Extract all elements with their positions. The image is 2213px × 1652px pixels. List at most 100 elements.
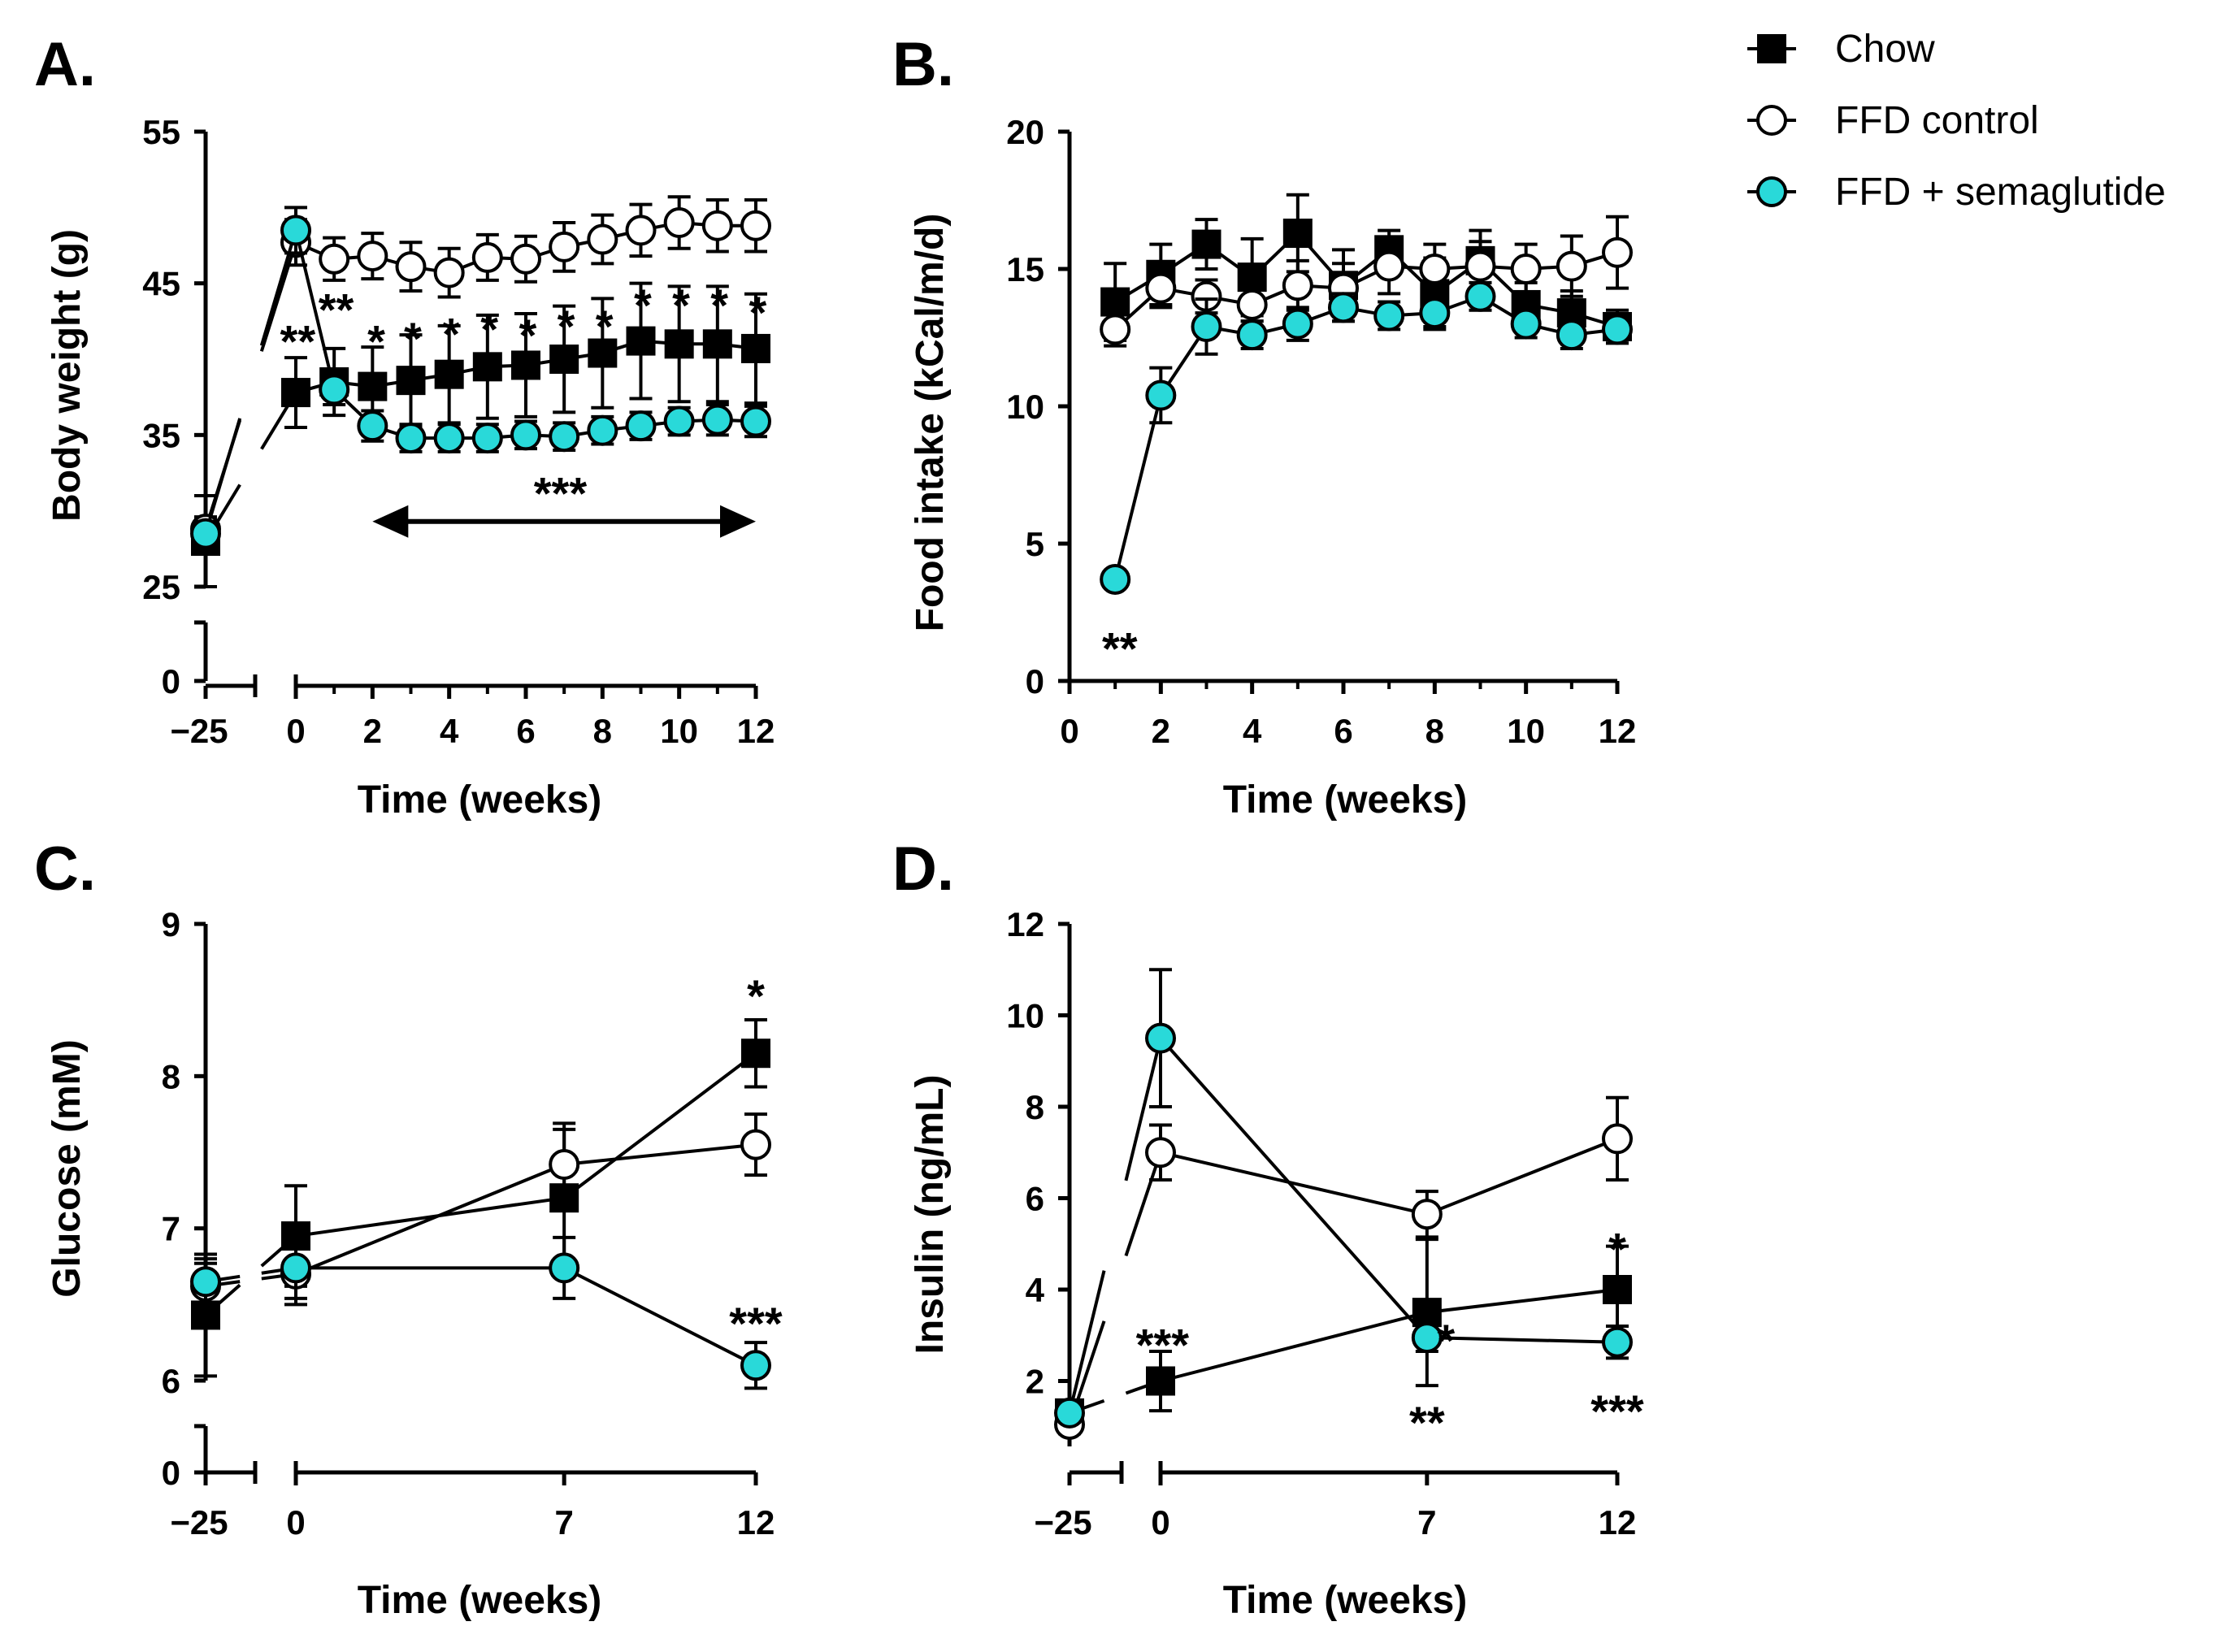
data-point: [588, 338, 618, 368]
double-arrow-head-right: [720, 505, 756, 538]
data-point: [1236, 319, 1268, 351]
series-ffd-semaglutide: [1054, 968, 1633, 1429]
data-point: [396, 366, 426, 396]
data-point: [1556, 319, 1587, 351]
data-point: [1464, 280, 1496, 312]
data-point: [1419, 254, 1451, 284]
x-tick-label: 4: [1243, 712, 1262, 750]
x-tick-label: 2: [1152, 712, 1170, 750]
data-point: [663, 207, 695, 238]
y-tick-label: 0: [162, 1454, 180, 1492]
x-tick-label: 6: [516, 712, 535, 750]
data-point: [395, 423, 427, 454]
significance-label: *: [480, 304, 498, 355]
x-tick-label: 8: [593, 712, 612, 750]
significance-label: ***: [1136, 1320, 1190, 1371]
significance-label: *: [367, 316, 385, 367]
data-point: [1412, 1298, 1442, 1328]
significance-label: *: [747, 970, 765, 1021]
data-point: [741, 333, 770, 363]
y-tick-label: 8: [1026, 1088, 1044, 1126]
significance-label: *: [710, 280, 728, 331]
significance-label: *: [558, 301, 575, 352]
x-tick-label: 8: [1425, 712, 1444, 750]
series-ffd-control: [1100, 215, 1633, 348]
data-point: [280, 1252, 311, 1284]
data-point: [549, 345, 579, 374]
data-point: [395, 251, 427, 283]
data-point: [549, 421, 580, 453]
data-point: [701, 210, 733, 241]
y-tick-label: 0: [1026, 662, 1044, 700]
y-tick-label: 8: [162, 1057, 180, 1095]
x-axis-label: Time (weeks): [358, 778, 602, 822]
significance-label: **: [280, 316, 316, 367]
y-tick-label: 35: [142, 416, 180, 454]
legend-label: Chow: [1835, 28, 1935, 71]
significance-label: *: [1437, 1315, 1455, 1366]
x-tick-label: −25: [1034, 1503, 1091, 1541]
data-point: [549, 1252, 580, 1284]
legend-marker: [1757, 34, 1786, 63]
data-point: [1419, 297, 1451, 329]
data-point: [1411, 1322, 1443, 1354]
data-point: [357, 410, 388, 442]
series-line: [295, 1051, 757, 1238]
y-axis-label: Insulin (ng/mL): [909, 1075, 952, 1355]
data-point: [549, 1148, 580, 1180]
data-point: [472, 352, 502, 382]
data-point: [471, 423, 503, 454]
data-point: [626, 326, 656, 356]
significance-label: ***: [534, 467, 588, 518]
data-point: [1054, 1397, 1085, 1429]
data-point: [625, 215, 657, 246]
data-point: [1411, 1199, 1443, 1230]
x-axis-label: Time (weeks): [1223, 778, 1468, 822]
y-tick-label: 4: [1026, 1271, 1045, 1309]
data-point: [1100, 314, 1131, 345]
data-point: [1602, 1326, 1633, 1358]
legend: Chow FFD control FFD + semaglutide: [1747, 28, 2166, 214]
series-ffd-semaglutide: [190, 206, 771, 549]
legend-label: FFD control: [1835, 99, 2039, 142]
x-tick-label: −25: [170, 1503, 228, 1541]
legend-marker: [1756, 105, 1787, 136]
panel-letter: D.: [892, 835, 954, 904]
y-tick-label: 15: [1006, 250, 1044, 288]
series-ffd-control: [190, 1112, 771, 1311]
data-point: [1373, 250, 1405, 282]
data-point: [1464, 250, 1496, 282]
series-line: [296, 1266, 757, 1368]
data-point: [1282, 270, 1313, 301]
x-tick-label: 10: [660, 712, 698, 750]
data-point: [358, 371, 388, 401]
series-line: [1160, 1137, 1618, 1216]
y-tick-label: 10: [1006, 388, 1044, 426]
legend-item-ffd-semaglutide: FFD + semaglutide: [1747, 171, 2166, 214]
significance-label: ***: [1590, 1385, 1644, 1437]
data-point: [1191, 229, 1221, 259]
panel-letter: A.: [34, 30, 96, 99]
significance-label: *: [749, 287, 766, 338]
significance-label: *: [404, 313, 422, 364]
significance-label: **: [1409, 1397, 1445, 1448]
data-point: [740, 1129, 771, 1160]
y-tick-label: 6: [162, 1362, 180, 1400]
data-point: [740, 1350, 771, 1381]
data-point: [1145, 272, 1177, 304]
data-point: [1328, 292, 1359, 323]
x-tick-label: 10: [1507, 712, 1545, 750]
significance-label: **: [319, 284, 354, 335]
data-point: [433, 257, 465, 288]
significance-label: *: [442, 308, 460, 359]
y-tick-label: 10: [1006, 997, 1044, 1035]
legend-marker: [1756, 176, 1787, 207]
data-point: [549, 231, 580, 262]
data-point: [433, 423, 465, 454]
series-line: [1113, 294, 1618, 580]
y-tick-label: 55: [142, 113, 180, 151]
x-axis-label: Time (weeks): [358, 1579, 602, 1622]
data-point: [1603, 1275, 1632, 1304]
